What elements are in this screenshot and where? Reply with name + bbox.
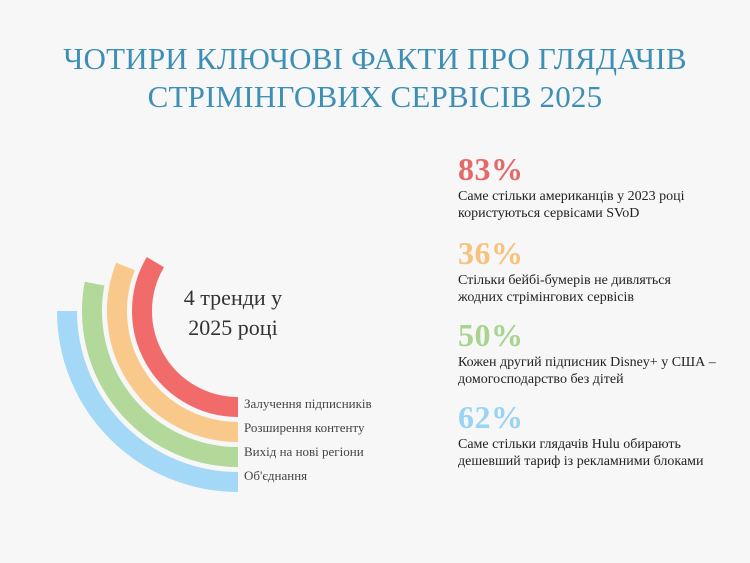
fact-text: Саме стільки американців у 2023 році кор… (458, 189, 685, 221)
arc-vykhid (82, 281, 239, 467)
arc-zaluchennia (132, 257, 239, 417)
fact-value: 83% (458, 151, 524, 187)
legend-label-1: Розширення контенту (244, 420, 365, 435)
page-title: ЧОТИРИ КЛЮЧОВІ ФАКТИ ПРО ГЛЯДАЧІВ СТРІМІ… (0, 40, 750, 116)
legend-label-0: Залучення підписників (244, 396, 372, 411)
fact-value: 36% (458, 235, 524, 271)
fact-value: 62% (458, 399, 524, 435)
fact-value: 50% (458, 317, 524, 353)
fact-card: 83% Саме стільки американців у 2023 році… (458, 152, 718, 222)
fact-text: Стільки бейбі-бумерів не дивляться жодни… (458, 273, 671, 305)
title-line-2: СТРІМІНГОВИХ СЕРВІСІВ 2025 (147, 79, 603, 114)
fact-card: 36% Стільки бейбі-бумерів не дивляться ж… (458, 236, 718, 306)
title-line-1: ЧОТИРИ КЛЮЧОВІ ФАКТИ ПРО ГЛЯДАЧІВ (63, 41, 687, 76)
legend-label-2: Вихід на нові регіони (244, 444, 364, 459)
arc-obiednannia (57, 310, 239, 492)
arc-rozshyrennia (107, 262, 239, 442)
fact-card: 62% Саме стільки глядачів Hulu обирають … (458, 400, 718, 470)
fact-card: 50% Кожен другий підписник Disney+ у США… (458, 318, 718, 388)
center-label-line-2: 2025 році (188, 315, 277, 340)
fact-text: Саме стільки глядачів Hulu обирають деше… (458, 437, 704, 469)
legend-label-3: Об'єднання (244, 468, 307, 483)
center-label-line-1: 4 тренди у (184, 285, 282, 310)
fact-text: Кожен другий підписник Disney+ у США – д… (458, 355, 716, 387)
